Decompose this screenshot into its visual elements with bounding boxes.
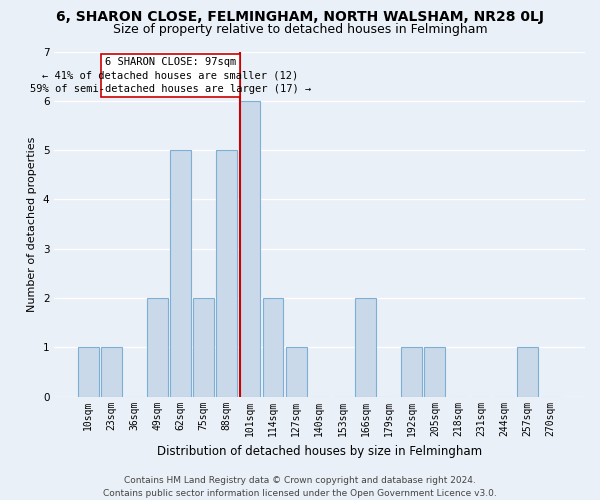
Bar: [78, 348, 98, 397]
Bar: [170, 150, 191, 397]
Bar: [355, 298, 376, 397]
Bar: [239, 101, 260, 397]
Bar: [517, 348, 538, 397]
X-axis label: Distribution of detached houses by size in Felmingham: Distribution of detached houses by size …: [157, 444, 482, 458]
Text: Size of property relative to detached houses in Felmingham: Size of property relative to detached ho…: [113, 22, 487, 36]
Bar: [401, 348, 422, 397]
Y-axis label: Number of detached properties: Number of detached properties: [27, 136, 37, 312]
Bar: [424, 348, 445, 397]
Bar: [286, 348, 307, 397]
Text: 6 SHARON CLOSE: 97sqm
← 41% of detached houses are smaller (12)
59% of semi-deta: 6 SHARON CLOSE: 97sqm ← 41% of detached …: [29, 57, 311, 94]
FancyBboxPatch shape: [101, 54, 239, 97]
Bar: [147, 298, 168, 397]
Bar: [101, 348, 122, 397]
Bar: [217, 150, 237, 397]
Text: 6, SHARON CLOSE, FELMINGHAM, NORTH WALSHAM, NR28 0LJ: 6, SHARON CLOSE, FELMINGHAM, NORTH WALSH…: [56, 10, 544, 24]
Bar: [193, 298, 214, 397]
Bar: [263, 298, 283, 397]
Text: Contains HM Land Registry data © Crown copyright and database right 2024.
Contai: Contains HM Land Registry data © Crown c…: [103, 476, 497, 498]
